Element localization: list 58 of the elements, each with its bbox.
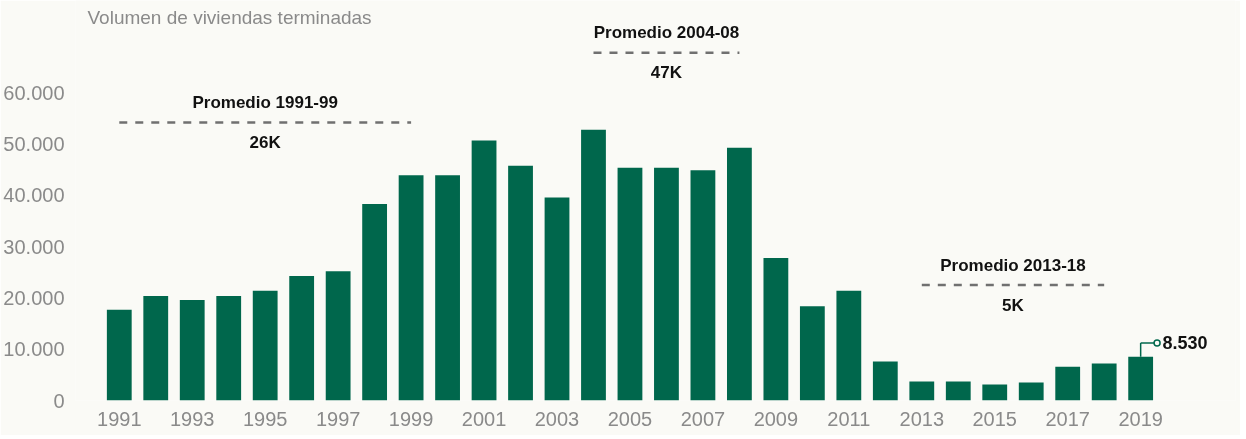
data-label: 8.530 <box>1162 333 1208 354</box>
bar <box>179 299 205 401</box>
x-tick-label: 1995 <box>242 407 288 430</box>
x-tick-label: 2015 <box>972 407 1017 430</box>
y-tick-label: 10.000 <box>3 338 65 361</box>
x-tick-label: 1991 <box>97 407 142 430</box>
bar <box>982 384 1008 401</box>
bar <box>799 306 825 401</box>
x-tick-label: 2007 <box>680 407 726 430</box>
bar <box>1055 366 1081 401</box>
y-tick-label: 50.000 <box>3 133 65 156</box>
bar <box>763 257 789 401</box>
x-tick-label: 2013 <box>899 407 945 430</box>
bar <box>654 167 679 401</box>
bar <box>1018 382 1044 401</box>
y-axis-title: Volumen de viviendas terminadas <box>87 6 372 28</box>
bar <box>909 381 935 401</box>
bar <box>289 275 315 401</box>
bar <box>252 290 278 401</box>
y-tick-label: 0 <box>53 389 65 412</box>
annotation: 26K <box>249 133 282 153</box>
y-tick-label: 20.000 <box>3 286 65 309</box>
y-tick-label: 40.000 <box>3 184 65 207</box>
bar <box>325 271 351 401</box>
x-tick-label: 1999 <box>388 407 434 430</box>
bar <box>581 129 606 401</box>
x-tick-label: 2009 <box>753 407 799 430</box>
x-tick-label: 1993 <box>169 407 215 430</box>
bar <box>872 361 898 401</box>
y-tick-label: 60.000 <box>3 81 65 104</box>
x-tick-label: 2003 <box>534 407 580 430</box>
bar <box>435 175 460 401</box>
bar <box>362 204 388 401</box>
x-tick-label: 2005 <box>607 407 653 430</box>
bar <box>106 309 132 401</box>
bar <box>508 165 533 401</box>
bar <box>836 290 862 401</box>
bar <box>471 140 497 401</box>
x-tick-label: 1997 <box>315 407 361 430</box>
bar <box>690 170 716 401</box>
bar <box>544 197 570 401</box>
bar <box>398 175 424 401</box>
annotation: Promedio 1991-99 <box>192 93 338 113</box>
bar <box>216 295 242 401</box>
x-tick-label: 2017 <box>1045 407 1090 430</box>
bar <box>143 295 169 401</box>
y-tick-label: 30.000 <box>3 235 65 258</box>
bar <box>945 381 971 401</box>
bar <box>727 147 752 401</box>
annotation: Promedio 2004-08 <box>593 23 740 43</box>
annotation: Promedio 2013-18 <box>940 255 1086 275</box>
x-tick-label: 2011 <box>827 407 871 430</box>
bar <box>617 167 643 401</box>
x-tick-label: 2001 <box>461 407 507 430</box>
x-tick-label: 2019 <box>1118 407 1163 430</box>
bar <box>1091 363 1117 401</box>
annotation: 5K <box>1002 295 1025 315</box>
annotation: 47K <box>650 63 683 83</box>
